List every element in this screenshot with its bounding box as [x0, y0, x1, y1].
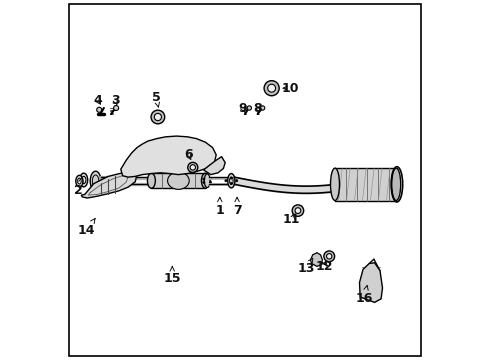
Ellipse shape [77, 178, 81, 184]
Text: 13: 13 [297, 258, 315, 275]
Circle shape [236, 180, 238, 182]
Text: 5: 5 [152, 91, 160, 107]
Text: 15: 15 [164, 266, 181, 285]
Ellipse shape [151, 110, 165, 124]
Ellipse shape [201, 173, 209, 188]
Text: 11: 11 [283, 213, 300, 226]
Text: 9: 9 [238, 102, 247, 114]
Ellipse shape [330, 168, 340, 201]
Ellipse shape [188, 162, 198, 172]
Text: 6: 6 [184, 148, 193, 161]
Ellipse shape [264, 81, 279, 96]
Text: 8: 8 [253, 102, 262, 114]
Text: 4: 4 [94, 94, 102, 107]
Circle shape [209, 181, 212, 184]
Circle shape [203, 178, 205, 180]
Ellipse shape [147, 173, 155, 188]
Ellipse shape [90, 171, 101, 191]
Circle shape [230, 182, 232, 185]
Text: 12: 12 [316, 260, 333, 273]
Ellipse shape [80, 173, 88, 187]
Polygon shape [81, 172, 137, 198]
Circle shape [225, 180, 227, 182]
Circle shape [97, 107, 102, 112]
Circle shape [230, 177, 232, 179]
Ellipse shape [168, 172, 189, 189]
Ellipse shape [268, 84, 275, 92]
Text: 3: 3 [111, 94, 120, 107]
Text: 16: 16 [355, 285, 372, 305]
Circle shape [209, 178, 212, 180]
Circle shape [114, 105, 119, 111]
Circle shape [203, 181, 205, 184]
Text: 10: 10 [281, 82, 299, 95]
Polygon shape [204, 157, 225, 175]
Text: 2: 2 [74, 177, 83, 197]
Ellipse shape [76, 175, 83, 187]
Circle shape [261, 106, 265, 110]
Ellipse shape [204, 174, 210, 188]
Ellipse shape [228, 174, 235, 188]
Ellipse shape [154, 113, 162, 121]
Ellipse shape [81, 176, 86, 184]
Text: 14: 14 [78, 219, 96, 237]
Ellipse shape [292, 205, 304, 216]
Polygon shape [335, 168, 396, 201]
Circle shape [247, 106, 251, 110]
Polygon shape [360, 263, 383, 302]
Ellipse shape [326, 253, 332, 259]
Ellipse shape [122, 176, 126, 185]
Ellipse shape [190, 165, 196, 170]
Text: 1: 1 [216, 197, 224, 217]
Ellipse shape [392, 168, 401, 201]
Polygon shape [311, 253, 322, 266]
Polygon shape [121, 136, 216, 177]
Text: 7: 7 [233, 197, 242, 217]
Polygon shape [151, 173, 205, 188]
Ellipse shape [324, 251, 335, 262]
Ellipse shape [295, 208, 301, 213]
